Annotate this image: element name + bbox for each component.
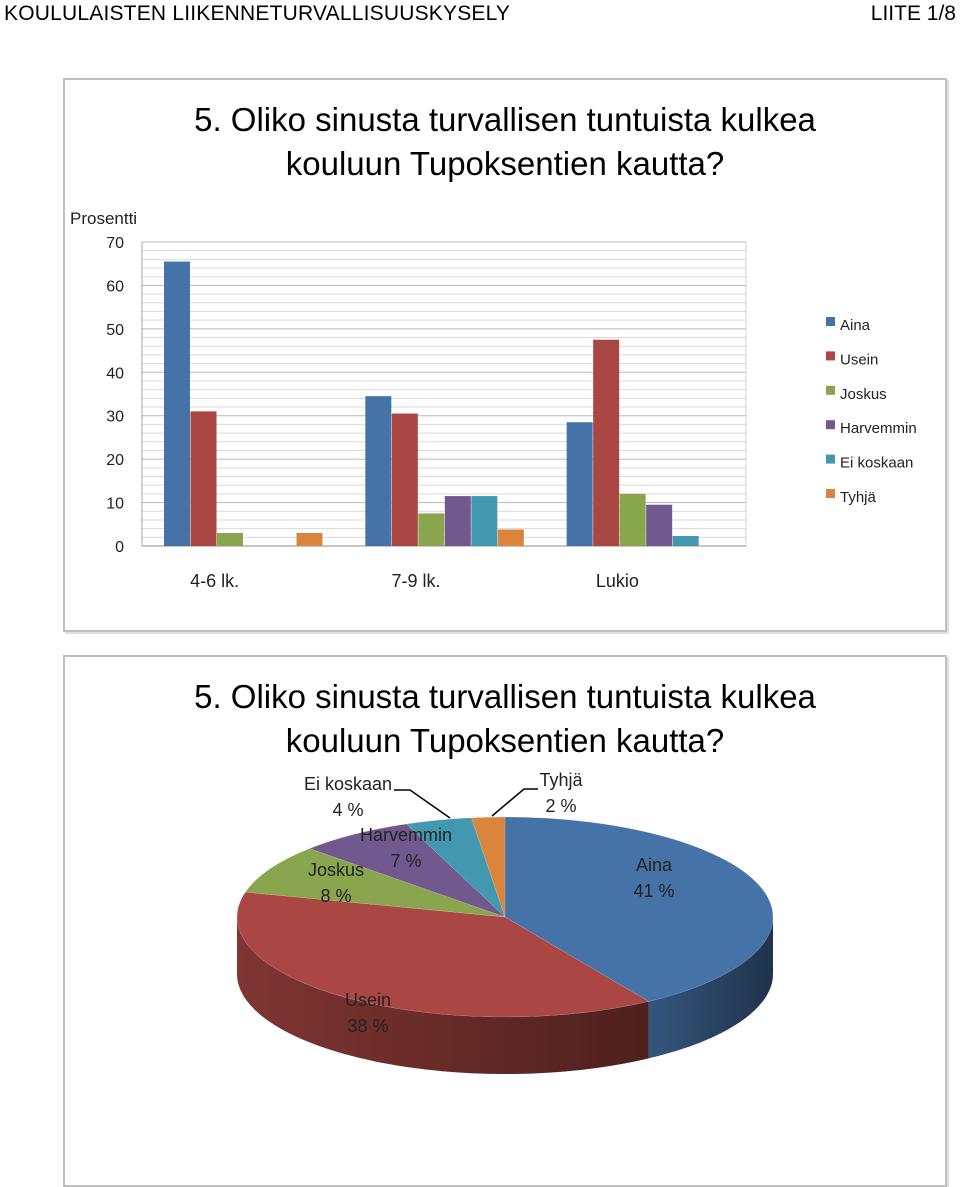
y-tick-label: 70 [106,235,124,252]
y-axis-title: Prosentti [70,209,137,228]
bar-chart-title: 5. Oliko sinusta turvallisen tuntuista k… [65,98,945,186]
bar-harvemmin [646,504,673,546]
bar-chart-title-line2: kouluun Tupoksentien kautta? [285,145,725,182]
y-tick-label: 20 [106,452,124,469]
pie-chart-title: 5. Oliko sinusta turvallisen tuntuista k… [65,675,945,763]
legend-swatch [826,351,835,361]
y-tick-label: 60 [106,278,124,295]
x-tick-label: Lukio [596,571,639,591]
bar-usein [593,339,620,546]
bar-harvemmin [444,496,471,546]
legend-swatch [826,385,835,395]
legend-label: Ei koskaan [840,455,913,472]
bar-usein [391,413,418,546]
x-tick-label: 7-9 lk. [391,571,440,591]
bar-usein [190,411,217,546]
appendix-label: LIITE 1/8 [870,2,956,25]
legend-label: Tyhjä [840,489,877,506]
y-tick-label: 50 [106,322,124,339]
y-tick-label: 30 [106,409,124,426]
bar-aina [566,422,593,546]
bar-ei-koskaan [672,536,699,546]
pie-chart-title-line2: kouluun Tupoksentien kautta? [285,722,725,759]
legend-label: Harvemmin [840,420,917,437]
legend-swatch [826,489,835,498]
pie-chart-title-line1: 5. Oliko sinusta turvallisen tuntuista k… [194,678,816,715]
x-tick-label: 4-6 lk. [190,571,239,591]
pie-chart-frame: 5. Oliko sinusta turvallisen tuntuista k… [63,655,947,1187]
y-tick-label: 40 [106,365,124,382]
page-header: KOULULAISTEN LIIKENNETURVALLISUUSKYSELY … [0,0,960,30]
bar-tyhjä [497,529,524,546]
bar-chart-title-line1: 5. Oliko sinusta turvallisen tuntuista k… [194,101,816,138]
legend-label: Usein [840,351,878,368]
bar-tyhjä [296,532,323,546]
legend-swatch [826,454,835,464]
legend-label: Joskus [840,386,887,403]
document-title: KOULULAISTEN LIIKENNETURVALLISUUSKYSELY [4,2,511,25]
bar-chart: 0 10 20 30 40 50 60 70 Prosentti 4-6 lk. 7-9 lk. Lu… [70,209,917,591]
legend-swatch [826,317,835,326]
bar-joskus [418,513,445,546]
bar-joskus [217,532,243,546]
legend-label: Aina [840,317,871,334]
bar-aina [365,396,392,546]
bar-aina [164,261,190,546]
legend-swatch [826,420,835,430]
y-tick-label: 10 [106,496,124,513]
bar-ei-koskaan [471,496,498,546]
y-tick-label: 0 [115,539,124,556]
bar-joskus [619,493,646,546]
